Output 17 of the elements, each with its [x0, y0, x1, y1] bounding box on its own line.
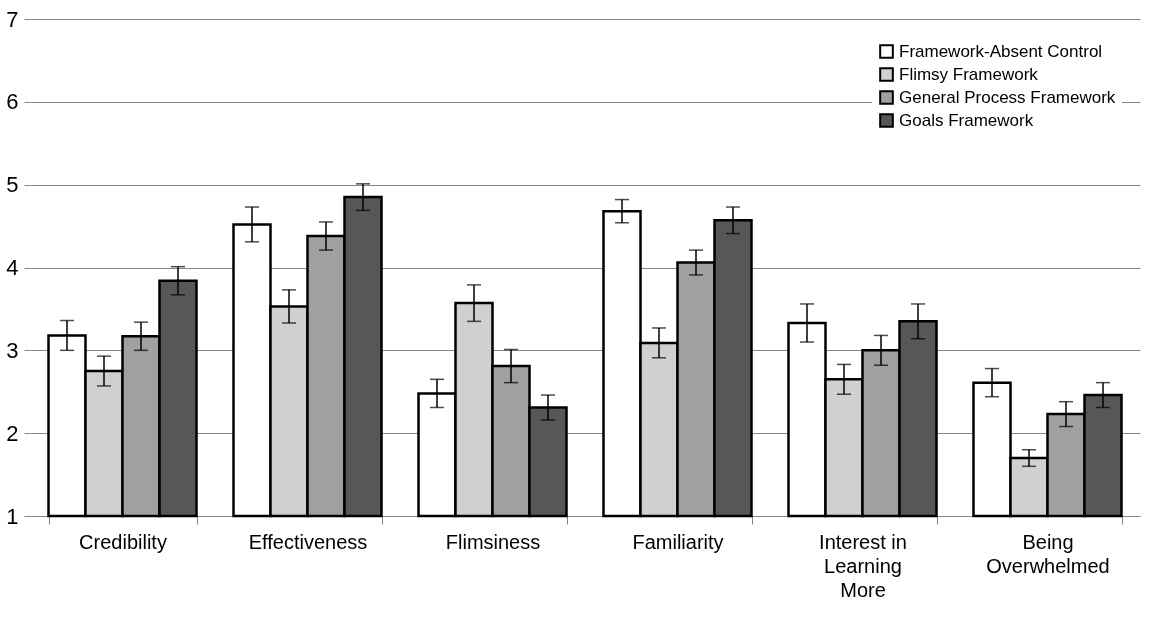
y-tick-label: 2	[6, 420, 19, 446]
x-tick-label: Effectiveness	[248, 530, 368, 553]
legend-label: Flimsy Framework	[899, 64, 1039, 84]
x-tick-label: Interest in Learning More	[819, 530, 907, 601]
y-tick-label: 1	[6, 503, 19, 529]
x-tick-label: Familiarity	[632, 530, 724, 553]
y-tick-label: 5	[6, 172, 19, 198]
y-tick-label: 6	[6, 89, 19, 115]
x-tick-label: Credibility	[79, 530, 167, 553]
y-tick-label: 4	[6, 255, 19, 280]
y-tick-label: 7	[6, 6, 19, 32]
legend-label: Goals Framework	[899, 110, 1034, 130]
legend-label: Framework-Absent Control	[899, 41, 1103, 61]
legend-label: General Process Framework	[899, 87, 1116, 107]
x-tick-label: Being Overwhelmed	[986, 530, 1110, 577]
y-tick-label: 3	[6, 337, 19, 363]
x-tick-label: Flimsiness	[445, 530, 541, 553]
